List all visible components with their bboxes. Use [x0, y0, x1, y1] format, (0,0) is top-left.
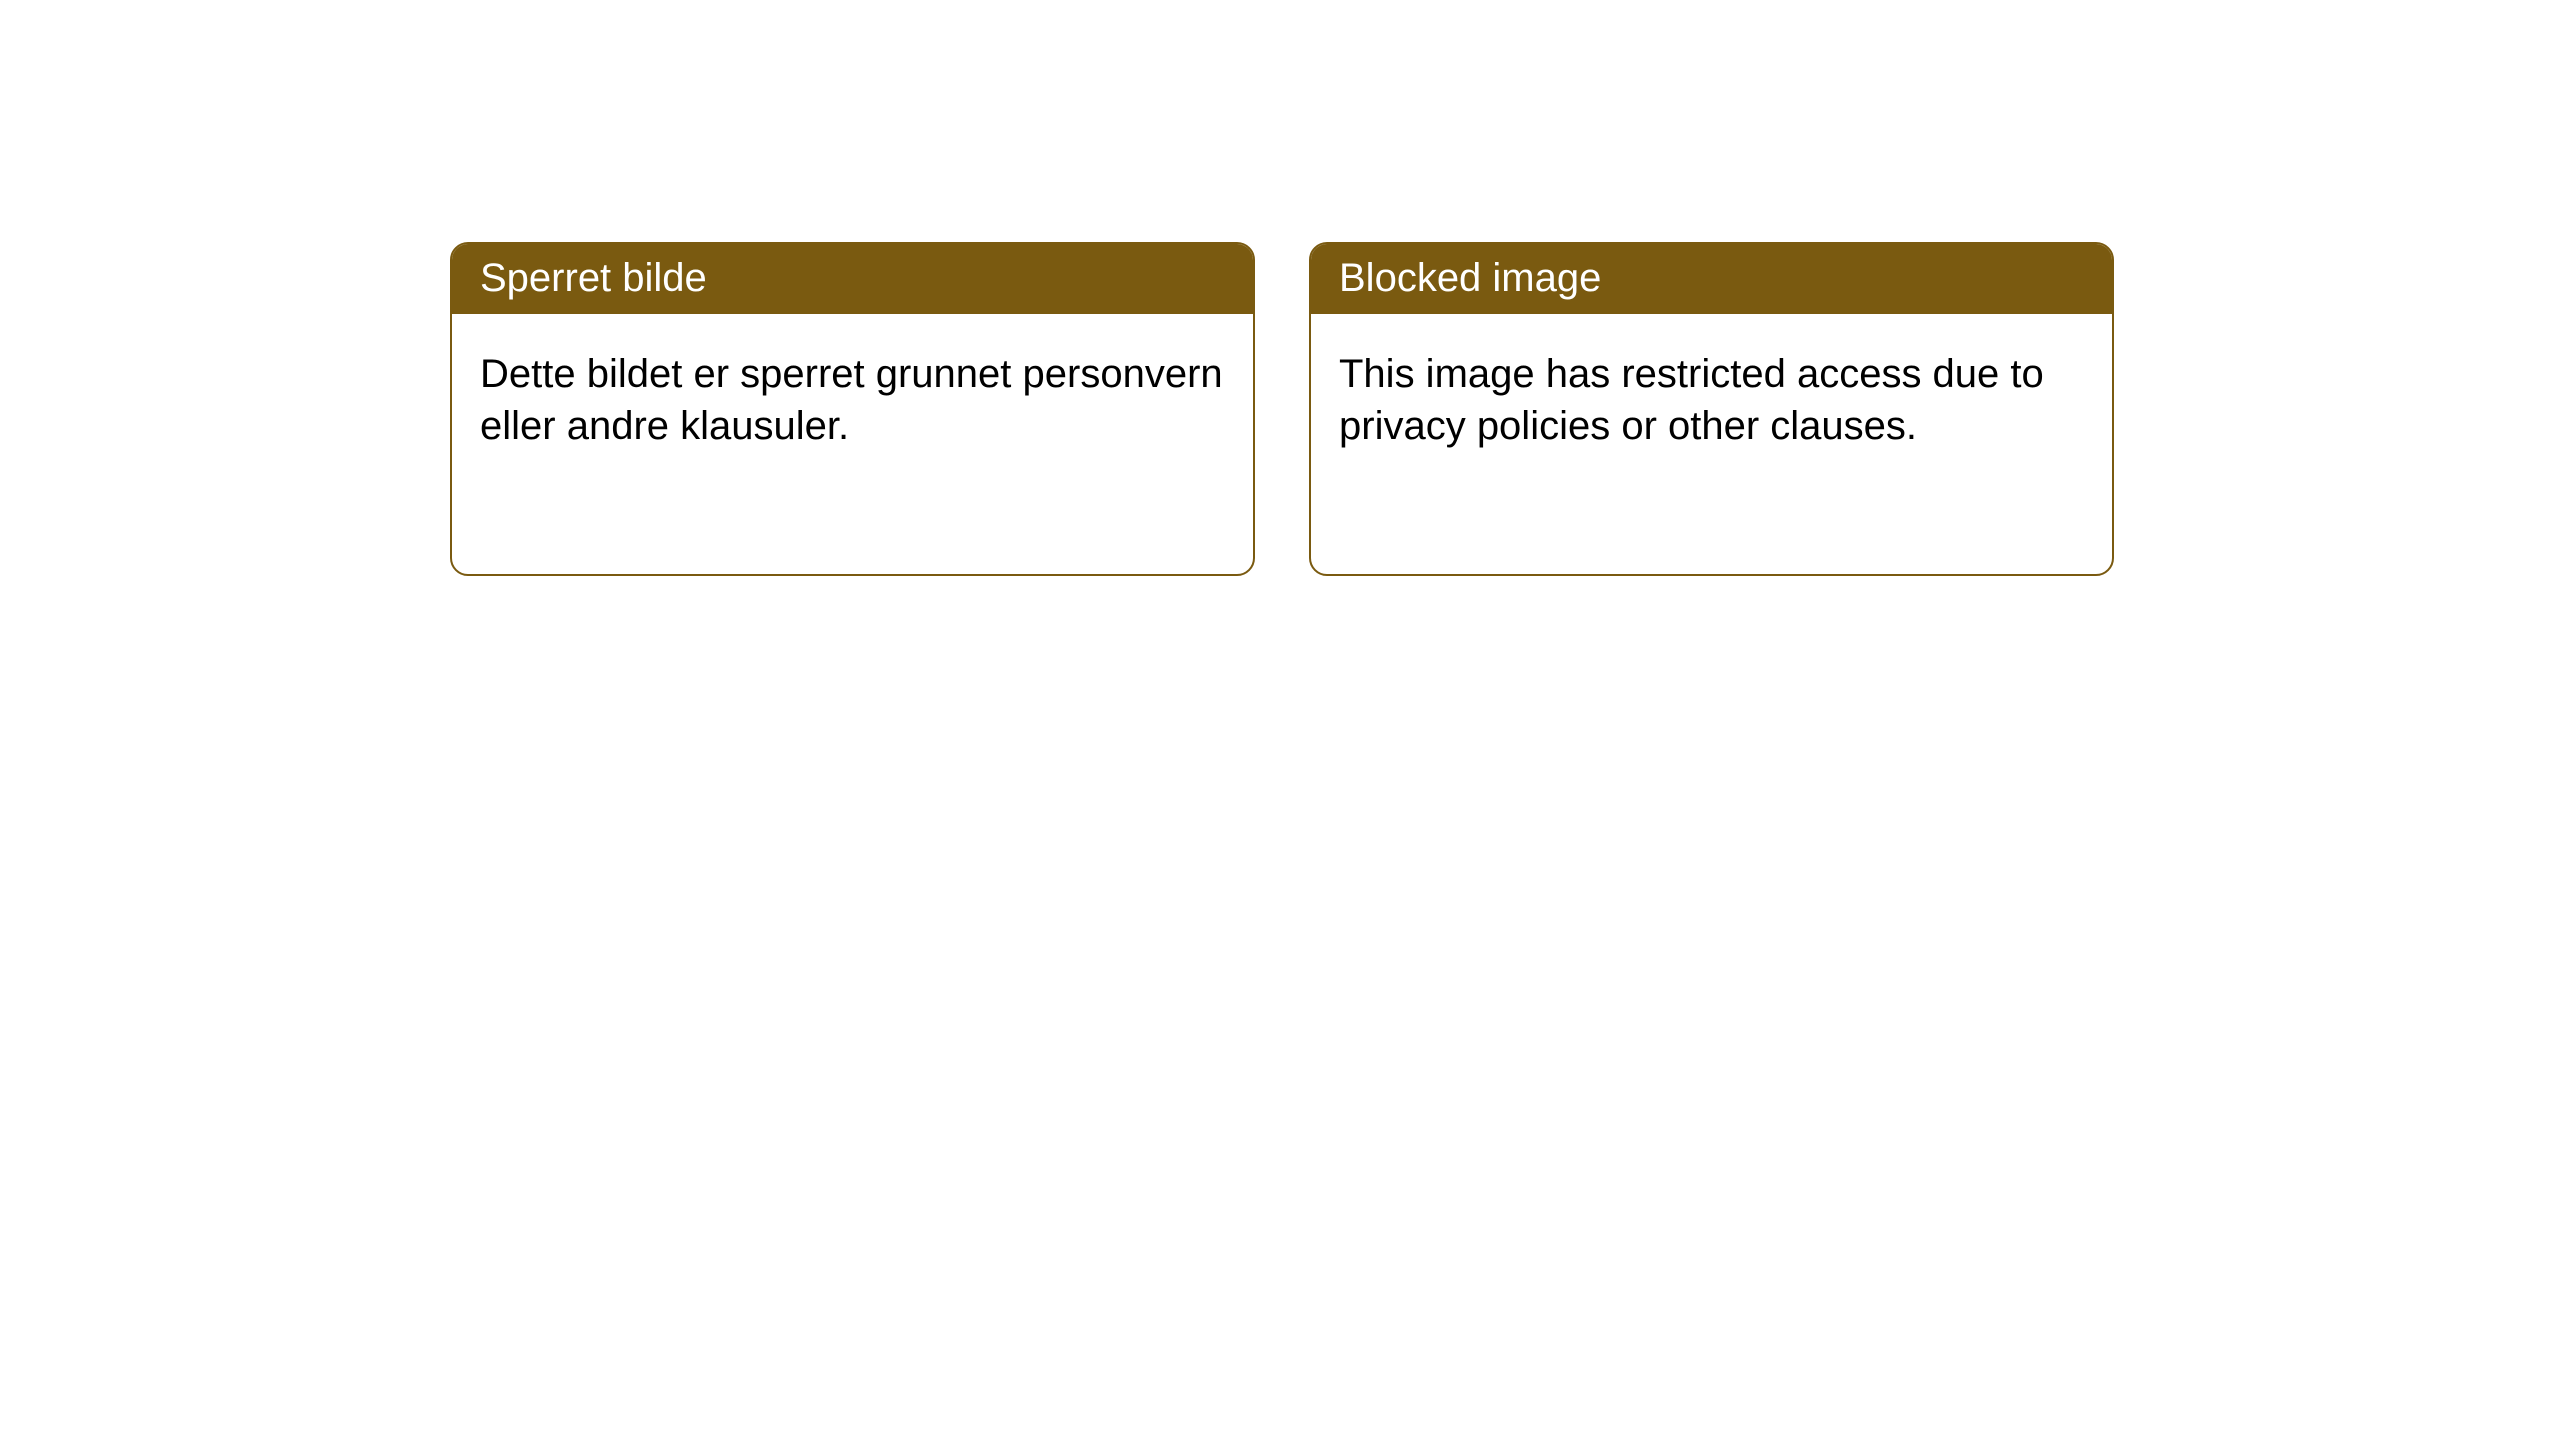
notice-header: Sperret bilde [452, 244, 1253, 314]
notice-container: Sperret bilde Dette bildet er sperret gr… [450, 242, 2114, 576]
notice-card-norwegian: Sperret bilde Dette bildet er sperret gr… [450, 242, 1255, 576]
notice-body: This image has restricted access due to … [1311, 314, 2112, 486]
notice-card-english: Blocked image This image has restricted … [1309, 242, 2114, 576]
notice-body: Dette bildet er sperret grunnet personve… [452, 314, 1253, 486]
notice-header: Blocked image [1311, 244, 2112, 314]
